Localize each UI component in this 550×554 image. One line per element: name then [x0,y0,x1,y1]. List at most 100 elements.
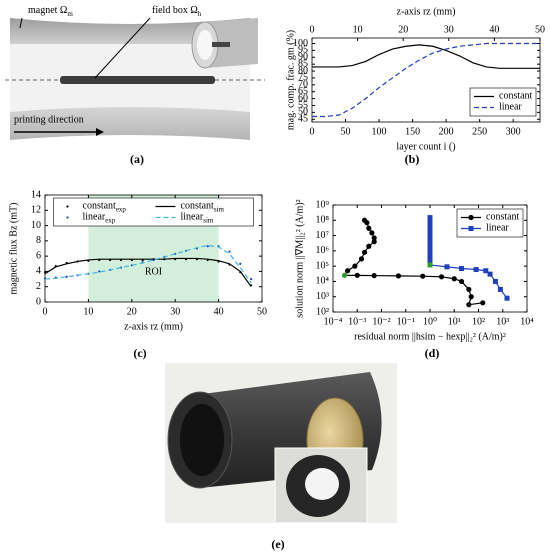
y-tick-label: 12 [31,205,41,216]
legend-sub: sim [214,205,225,213]
x-tick-label: 200 [439,126,454,137]
y-tick-label: 0 [36,296,41,307]
caption: (e) [271,537,284,551]
x-tick-label: 10⁻¹ [397,316,415,327]
x-tick-label: 10¹ [448,316,461,327]
x-tick-label: 100 [372,126,387,137]
arrow-head [96,128,104,136]
legend-entry: constantexp [83,201,127,213]
series-line [44,244,252,284]
y-tick-label: 6 [36,250,41,261]
label: magnet Ωm [28,5,73,17]
label-text: magnet Ω [28,5,67,16]
y-tick-label: 85 [298,58,308,69]
y-tick-label: 70 [298,79,308,90]
leader [94,17,151,79]
legend-entry: linearsim [181,212,214,224]
legend-name: constant [181,201,215,212]
y-tick-label: 45 [298,114,308,125]
legend-box [469,87,537,117]
chart: 10⁻⁴ 10⁻³ 10⁻² 10⁻¹ 10⁰ 10¹ 10² 10³ 10⁴ 10² 10³ 10⁴… [294,199,534,342]
marker [427,252,433,258]
legend-sub: exp [105,216,116,224]
marker [438,274,445,280]
x2-tick-label: 40 [489,24,499,35]
data-dot [250,277,253,281]
panel-a: magnet Ωm field box Ωh printing directio… [5,5,265,166]
inset-cylinder [191,18,258,69]
y-axis-label: mag. comp. frac. gm (%) [285,30,296,130]
legend-entry: constant [499,91,533,102]
x-tick-label: 10² [472,316,485,327]
data-dot [228,250,231,253]
x-tick-label: 40 [214,306,224,317]
marker [427,262,433,268]
legend-entry: constantsim [181,201,225,213]
x2-tick-label: 50 [535,24,545,35]
legend-sample [66,216,69,219]
legend-entry: linearexp [83,212,116,224]
x-tick-label: 10⁰ [423,316,437,327]
x-tick-label: 10⁻² [372,316,390,327]
label-sub: h [198,10,202,18]
field-box [60,76,215,84]
marker [427,217,433,223]
y-tick-label: 10² [316,306,329,317]
y-tick-label: 60 [298,93,308,104]
marker [358,256,365,262]
x2-tick-label: 20 [398,24,408,35]
marker [371,239,377,245]
caption: (d) [425,346,440,360]
y-tick-label: 95 [298,45,308,56]
marker [371,273,377,279]
y-tick-label: 10⁹ [316,199,330,210]
y-tick-label: 75 [298,72,308,83]
marker [344,268,351,274]
marker [364,220,370,226]
x-tick-label: 0 [43,306,48,317]
marker [427,243,433,249]
y-tick-label: 10 [31,220,41,231]
x-axis-label: residual norm ||hsim − hexp||₂² (A/m)² [354,331,506,342]
marker [427,225,433,231]
marker [427,215,433,221]
marker [341,272,348,278]
marker [458,278,465,285]
caption: (c) [133,346,146,360]
plot-frame [44,194,263,303]
marker [497,286,503,292]
x-tick-label: 150 [405,126,420,137]
marker [427,221,433,227]
y-tick-label: 10⁸ [316,215,330,226]
shell-top [10,18,250,49]
marker [444,264,450,270]
marker [492,278,498,284]
marker [427,234,433,240]
x-tick-label: 250 [472,126,487,137]
x-tick-label: 10⁴ [520,316,534,327]
x-tick-label: 20 [127,306,137,317]
y-axis-label: magnetic flux Bz (mT) [8,203,19,295]
x2-tick-label: 10 [353,24,363,35]
legend-name: linear [499,102,522,113]
x2-tick-label: 0 [310,24,315,35]
series-line [44,257,252,288]
x-axis-label: layer count i () [396,141,455,152]
y-tick-label: 10³ [316,291,329,302]
marker [369,230,375,236]
panel-e-photo [165,363,397,524]
marker [371,235,377,241]
y-tick-label: 100 [293,38,308,49]
y-tick-label: 90 [298,52,308,63]
y-tick-label: 10⁴ [316,276,330,287]
marker [366,243,372,249]
x2-axis-label: z-axis rz (mm) [397,6,456,17]
x-tick-label: 0 [310,126,315,137]
legend-name: constant [499,91,533,102]
x-tick-label: 300 [506,126,521,137]
x-tick-label: 10 [83,306,93,317]
legend-name: linear [181,212,204,223]
legend-entry: linear [486,223,509,234]
legend-sub: sim [203,216,214,224]
